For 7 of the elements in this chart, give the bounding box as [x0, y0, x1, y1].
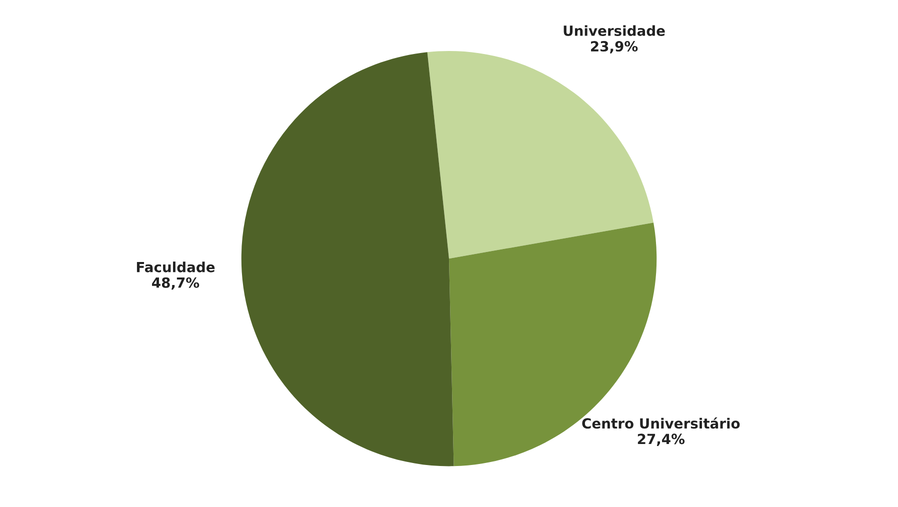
data-label: 27,4% — [638, 434, 685, 446]
data-label: 23,9% — [591, 41, 638, 54]
pie-slice — [241, 52, 454, 466]
slice-label: Centro Universitário — [582, 417, 740, 429]
slice-label: Faculdade — [136, 262, 215, 272]
slice-label: Universidade — [564, 25, 665, 36]
data-label: 48,7% — [152, 277, 200, 290]
